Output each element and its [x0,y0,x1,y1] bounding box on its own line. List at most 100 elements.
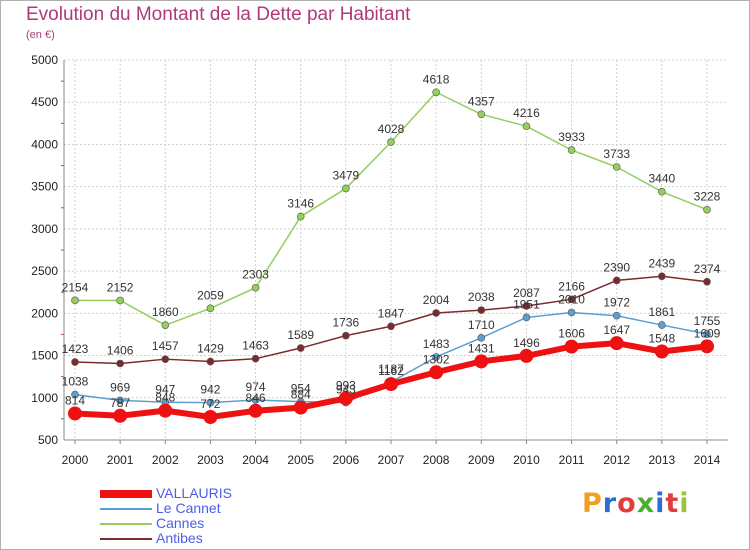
proxiti-logo: Proxiti [582,488,690,519]
data-point-vallauris [248,403,263,418]
data-point-le-cannet [658,321,666,329]
legend-swatch [100,538,152,540]
data-point-le-cannet [206,398,215,407]
data-label-cannes: 1860 [152,305,179,319]
y-tick-label: 1000 [31,391,58,405]
data-label-antibes: 1406 [107,343,134,357]
data-point-cannes [296,212,305,221]
data-point-antibes [477,306,486,314]
data-label-cannes: 3479 [333,168,360,182]
legend-label: Le Cannet [156,500,221,516]
data-label-vallauris: 848 [155,391,175,405]
data-point-vallauris [158,403,173,418]
legend-swatch [100,490,152,498]
data-label-le-cannet: 1755 [694,314,721,328]
data-label-cannes: 2303 [242,268,269,282]
y-tick-label: 5000 [31,53,58,67]
data-point-antibes [522,302,531,310]
data-point-le-cannet [477,334,486,342]
y-tick-label: 3500 [31,180,58,194]
data-point-antibes [296,344,305,352]
logo-letter: o [617,488,637,519]
x-tick-label: 2006 [333,453,360,467]
data-label-vallauris: 1548 [649,332,676,346]
y-tick-label: 3000 [31,222,58,236]
data-label-cannes: 2152 [107,280,134,294]
data-label-antibes: 1423 [62,342,89,356]
x-tick-label: 2003 [197,453,224,467]
data-label-vallauris: 884 [291,388,311,402]
data-label-antibes: 2166 [558,279,585,293]
data-point-cannes [567,146,576,154]
x-tick-label: 2013 [649,453,676,467]
data-label-vallauris: 1431 [468,341,495,355]
data-label-vallauris: 1609 [694,326,721,340]
data-point-cannes [432,88,440,97]
data-point-le-cannet [567,308,576,317]
data-point-cannes [387,138,395,146]
data-point-antibes [612,276,621,285]
data-point-vallauris [203,410,218,425]
data-label-cannes: 2154 [62,280,89,294]
legend-swatch [100,523,152,525]
logo-letter: t [665,488,680,519]
data-label-antibes: 1736 [333,316,360,330]
data-label-le-cannet: 1861 [649,305,676,319]
data-point-cannes [522,122,531,131]
x-tick-label: 2011 [559,453,585,467]
data-point-antibes [567,295,576,304]
logo-letter: r [602,488,618,519]
x-tick-label: 2012 [603,453,630,467]
data-point-vallauris [113,408,128,423]
data-point-antibes [342,331,350,340]
data-label-antibes: 1589 [287,328,314,342]
data-point-vallauris [68,406,82,421]
data-label-le-cannet: 1483 [423,337,450,351]
data-point-antibes [432,309,440,317]
legend-label: VALLAURIS [156,485,232,501]
data-point-antibes [161,355,170,363]
legend-swatch [100,508,152,510]
x-tick-label: 2001 [107,453,134,467]
data-point-le-cannet [612,311,621,320]
data-point-vallauris [293,400,308,415]
data-label-vallauris: 814 [65,393,85,407]
data-label-antibes: 2038 [468,290,495,304]
data-point-le-cannet [703,330,711,338]
data-label-vallauris: 1606 [558,327,585,341]
data-label-antibes: 2087 [513,286,540,300]
data-label-le-cannet: 942 [200,383,220,397]
data-label-le-cannet: 954 [291,382,311,396]
data-label-le-cannet: 1710 [468,318,495,332]
data-label-cannes: 4028 [378,122,405,136]
data-label-le-cannet: 1951 [513,297,540,311]
legend-label: Antibes [156,530,203,546]
data-label-le-cannet: 2010 [558,292,585,306]
data-label-cannes: 4618 [423,72,450,86]
x-tick-label: 2009 [468,453,495,467]
logo-letter: P [582,488,603,519]
data-label-le-cannet: 1038 [62,375,89,389]
data-label-cannes: 3733 [603,147,630,161]
data-point-cannes [612,163,621,171]
data-label-vallauris: 772 [200,397,220,411]
logo-letter: x [636,488,656,519]
data-label-cannes: 3933 [558,130,585,144]
x-tick-label: 2005 [287,453,314,467]
data-point-vallauris [564,339,579,354]
data-label-cannes: 4357 [468,94,495,108]
x-tick-label: 2010 [513,453,540,467]
data-label-antibes: 2374 [694,262,721,276]
data-point-le-cannet [116,396,124,405]
data-point-vallauris [654,344,669,359]
x-tick-label: 2007 [378,453,405,467]
data-point-vallauris [474,354,489,369]
data-label-cannes: 3440 [649,172,676,186]
data-point-antibes [658,272,666,281]
y-tick-label: 500 [38,433,58,447]
x-tick-label: 2008 [423,453,450,467]
data-point-le-cannet [251,396,260,404]
data-point-cannes [116,296,124,305]
y-tick-label: 2000 [31,306,58,320]
legend-label: Cannes [156,515,205,531]
